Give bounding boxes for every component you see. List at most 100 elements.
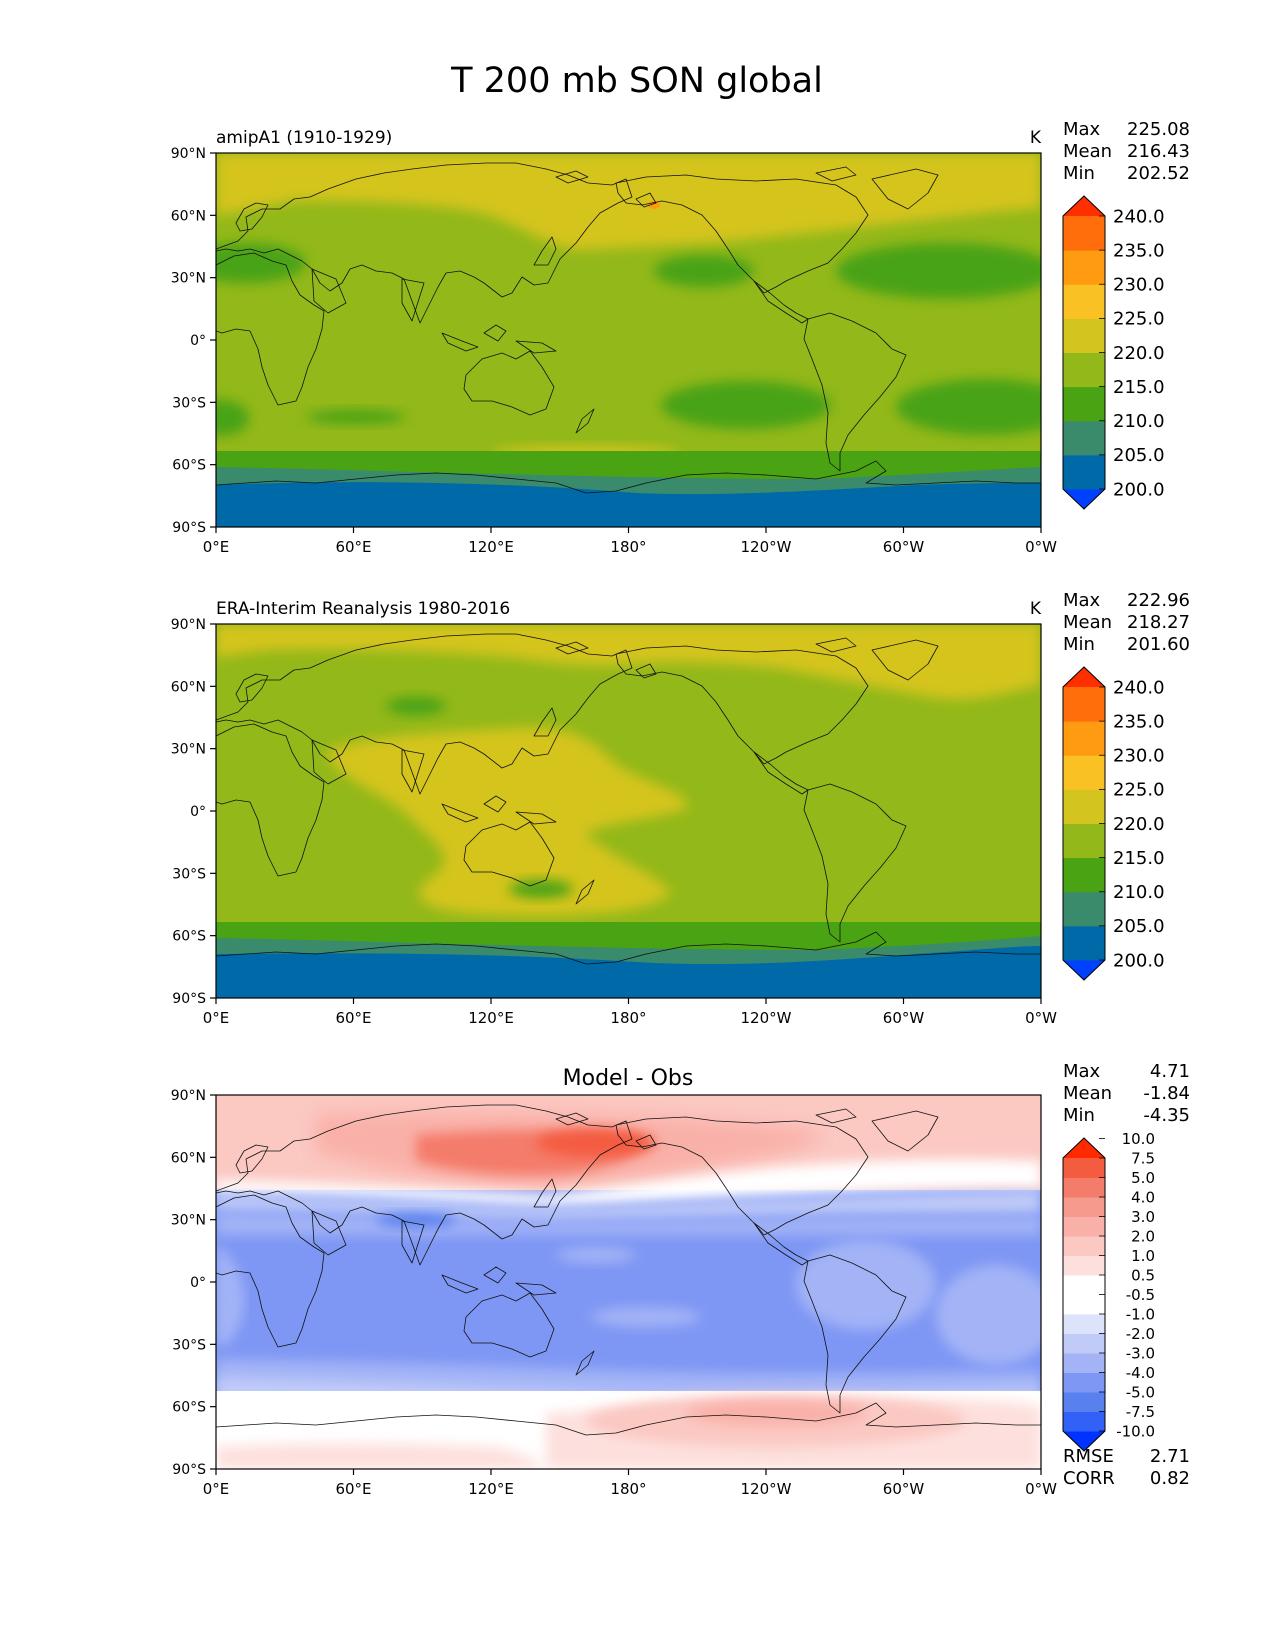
panel-title: Model - Obs <box>563 1066 694 1091</box>
lat-tick-label: 30°S <box>172 1337 206 1353</box>
colorbar-tick-label: 4.0 <box>1131 1188 1155 1206</box>
stat-min-label: Min <box>1063 1105 1095 1126</box>
colorbar-segment <box>1063 823 1105 859</box>
units-label: K <box>1030 128 1042 148</box>
stats-rmse-corr: RMSE 2.71 CORR 0.82 <box>1063 1446 1190 1489</box>
lon-tick-label: 60°W <box>883 1480 925 1498</box>
lon-tick-label: 60°W <box>883 538 925 556</box>
stat-min-value: -4.35 <box>1143 1105 1190 1126</box>
stat-min-label: Min <box>1063 634 1095 655</box>
stat-max-value: 4.71 <box>1150 1061 1190 1082</box>
colorbar-tick-label: 230.0 <box>1113 275 1165 296</box>
panel-model: amipA1 (1910-1929) K 90°N 60°N 30°N 0° 30°S 6… <box>171 128 1057 556</box>
lat-tick-label: 90°N <box>171 146 206 162</box>
panel-diff: Model - Obs 90°N 60°N 30°N 0° 30°S 60°S 90°S 0… <box>171 1066 1057 1498</box>
colorbar-segment <box>1063 250 1105 285</box>
colorbar-extend-max <box>1063 196 1105 216</box>
colorbar-tick-label: 235.0 <box>1113 240 1165 261</box>
lat-tick-label: 30°N <box>171 1213 206 1229</box>
colorbar-segment <box>1063 1177 1105 1198</box>
stat-max-label: Max <box>1063 590 1101 611</box>
colorbar-tick-label: 3.0 <box>1131 1208 1155 1226</box>
colorbar-tick-label: 7.5 <box>1131 1149 1155 1167</box>
lon-tick-label: 0°E <box>203 1009 230 1027</box>
colorbar-tick-label: 240.0 <box>1113 677 1165 698</box>
lat-axis: 90°N 60°N 30°N 0° 30°S 60°S 90°S <box>171 146 216 536</box>
lat-tick-label: 90°N <box>171 1088 206 1104</box>
colorbar-segment <box>1063 925 1105 961</box>
colorbar-tick-label: 220.0 <box>1113 343 1165 364</box>
units-label: K <box>1030 599 1042 619</box>
colorbar-tick-label: 210.0 <box>1113 411 1165 432</box>
stats-obs: Max 222.96 Mean 218.27 Min 201.60 <box>1063 590 1190 655</box>
colorbar-tick-label: 200.0 <box>1113 479 1165 500</box>
stats-model: Max 225.08 Mean 216.43 Min 202.52 <box>1063 119 1190 184</box>
colorbar-segment <box>1063 687 1105 722</box>
lat-tick-label: 90°S <box>172 991 206 1007</box>
lat-axis: 90°N 60°N 30°N 0° 30°S 60°S 90°S <box>171 617 216 1007</box>
colorbar-segment <box>1063 216 1105 251</box>
colorbar-tick-label: 5.0 <box>1131 1169 1155 1187</box>
lat-tick-label: 90°N <box>171 617 206 633</box>
lon-tick-label: 0°W <box>1025 538 1057 556</box>
stat-mean-label: Mean <box>1063 141 1112 162</box>
colorbar-segment <box>1063 1236 1105 1256</box>
colorbar-extend-max <box>1063 667 1105 687</box>
colorbar-segment <box>1063 1372 1105 1393</box>
stat-min-value: 201.60 <box>1127 634 1190 655</box>
colorbar-segment <box>1063 386 1105 422</box>
colorbar-tick-label: 2.0 <box>1131 1227 1155 1245</box>
colorbar-diff: -10.0-7.5 -5.0-4.0 -3.0-2.0 -1.0-0.5 0.51.0 2… <box>1062 1130 1155 1452</box>
colorbar-tick-label: -1.0 <box>1126 1305 1155 1323</box>
colorbar-extend-min <box>1063 1431 1105 1451</box>
colorbar-segment <box>1063 755 1105 790</box>
lat-tick-label: 60°N <box>171 1150 206 1166</box>
colorbar-tick-label: 225.0 <box>1113 780 1165 801</box>
lat-tick-label: 0° <box>190 804 206 820</box>
stat-max-label: Max <box>1063 119 1101 140</box>
lat-tick-label: 60°S <box>172 458 206 474</box>
colorbar-tick-label: 205.0 <box>1113 916 1165 937</box>
stat-mean-label: Mean <box>1063 1083 1112 1104</box>
colorbar-tick-label: 205.0 <box>1113 445 1165 466</box>
lon-tick-label: 0°E <box>203 538 230 556</box>
corr-label: CORR <box>1063 1468 1115 1489</box>
colorbar-tick-label: -2.0 <box>1126 1325 1155 1343</box>
colorbar-tick-label: 230.0 <box>1113 746 1165 767</box>
colorbar-tick-label: -4.0 <box>1126 1364 1155 1382</box>
lat-tick-label: 0° <box>190 1275 206 1291</box>
colorbar-tick-label: 1.0 <box>1131 1247 1155 1265</box>
lon-tick-label: 120°W <box>741 1480 792 1498</box>
colorbar-tick-label: -5.0 <box>1126 1383 1155 1401</box>
lon-tick-label: 60°E <box>335 1480 371 1498</box>
lon-axis: 0°E 60°E 120°E 180° 120°W 60°W 0°W <box>203 998 1057 1027</box>
colorbar-obs: 200.0 205.0 210.0 215.0 220.0 225.0 230.0 235.0… <box>1062 666 1165 981</box>
lat-tick-label: 30°S <box>172 395 206 411</box>
colorbar-tick-label: 240.0 <box>1113 206 1165 227</box>
lon-tick-label: 120°E <box>468 1480 514 1498</box>
colorbar-tick-label: 215.0 <box>1113 377 1165 398</box>
lon-tick-label: 60°E <box>335 1009 371 1027</box>
rmse-value: 2.71 <box>1150 1446 1190 1467</box>
colorbar-segment <box>1063 1392 1105 1412</box>
colorbar-tick-label: 220.0 <box>1113 814 1165 835</box>
stats-diff: Max 4.71 Mean -1.84 Min -4.35 <box>1063 1061 1190 1126</box>
colorbar-tick-label: 0.5 <box>1131 1266 1155 1284</box>
colorbar-segment <box>1063 857 1105 893</box>
stat-max-value: 225.08 <box>1127 119 1190 140</box>
colorbar-segment <box>1063 1275 1105 1295</box>
stat-mean-value: 218.27 <box>1127 612 1190 633</box>
colorbar-tick-label: -0.5 <box>1126 1286 1155 1304</box>
panel-title: amipA1 (1910-1929) <box>216 128 392 148</box>
colorbar-extend-min <box>1063 489 1105 509</box>
map-field-model <box>216 153 1041 527</box>
stat-min-value: 202.52 <box>1127 163 1190 184</box>
colorbar-segment <box>1063 318 1105 353</box>
rmse-label: RMSE <box>1063 1446 1114 1467</box>
colorbar-segment <box>1063 1216 1105 1237</box>
stat-min-label: Min <box>1063 163 1095 184</box>
lat-tick-label: 60°S <box>172 1400 206 1416</box>
stat-max-label: Max <box>1063 1061 1101 1082</box>
lon-tick-label: 180° <box>610 1009 646 1027</box>
